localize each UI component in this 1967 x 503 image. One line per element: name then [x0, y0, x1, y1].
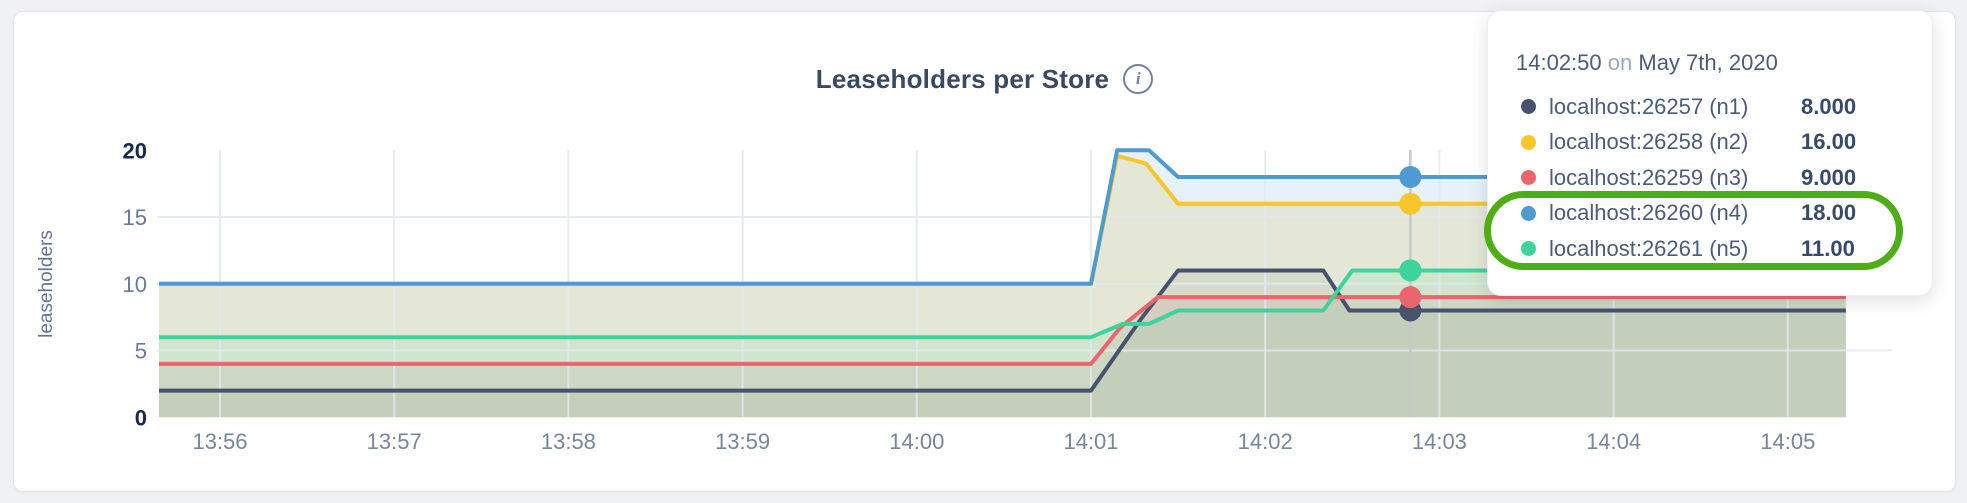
tooltip-series-value: 18.00 — [1801, 200, 1857, 226]
y-tick-label: 0 — [135, 405, 147, 430]
hover-dot-n2 — [1399, 192, 1422, 215]
series-dot-n4-icon — [1521, 205, 1536, 221]
tooltip-series-label: localhost:26257 (n1) — [1549, 93, 1749, 119]
series-area-n2 — [159, 155, 1846, 418]
tooltip-row-n3: localhost:26259 (n3) 9.000 — [1488, 160, 1932, 196]
tooltip-series-value: 16.00 — [1801, 129, 1857, 155]
x-tick-label: 14:03 — [1412, 429, 1467, 454]
chart-header: Leaseholders per Store i — [14, 63, 1955, 95]
hover-dot-n3 — [1399, 286, 1422, 309]
tooltip-series-label: localhost:26260 (n4) — [1549, 200, 1749, 226]
series-line-n3 — [159, 295, 1846, 366]
tooltip-series-label: localhost:26259 (n3) — [1549, 164, 1749, 190]
series-line-n1 — [159, 268, 1846, 393]
x-tick-label: 13:56 — [192, 429, 247, 454]
series-dot-n3-icon — [1521, 170, 1536, 186]
x-tick-label: 14:02 — [1238, 429, 1293, 454]
series-dot-n1-icon — [1521, 99, 1536, 115]
series-dot-n5-icon — [1521, 241, 1536, 257]
x-tick-label: 14:05 — [1760, 429, 1815, 454]
series-area-n5 — [159, 270, 1846, 418]
tooltip-series-value: 8.000 — [1801, 93, 1857, 119]
tooltip-conjunction: on — [1607, 50, 1633, 75]
tooltip-series-value: 11.00 — [1801, 235, 1855, 261]
series-area-n1 — [159, 270, 1846, 418]
tooltip-series-label: localhost:26261 (n5) — [1549, 235, 1749, 261]
x-tick-label: 14:04 — [1586, 429, 1641, 454]
tooltip-row-n4: localhost:26260 (n4) 18.00 — [1488, 196, 1932, 232]
y-tick-label: 15 — [123, 205, 147, 230]
tooltip-series-label: localhost:26258 (n2) — [1549, 129, 1749, 155]
series-line-n4 — [159, 148, 1846, 286]
tooltip-series-value: 9.000 — [1801, 164, 1857, 190]
y-tick-label: 20 — [123, 138, 147, 163]
hover-dot-n5 — [1399, 259, 1422, 282]
hover-dot-n4 — [1399, 166, 1422, 188]
tooltip-timestamp: 14:02:50 on May 7th, 2020 — [1488, 51, 1932, 89]
tooltip-date: May 7th, 2020 — [1638, 50, 1778, 75]
x-tick-label: 14:01 — [1063, 429, 1118, 454]
info-icon[interactable]: i — [1123, 64, 1154, 94]
tooltip-time: 14:02:50 — [1516, 50, 1602, 75]
tooltip-row-n1: localhost:26257 (n1) 8.000 — [1488, 89, 1932, 125]
y-axis-title: leaseholders — [36, 230, 57, 338]
tooltip-row-n5: localhost:26261 (n5) 11.00 — [1488, 231, 1932, 267]
series-area-n3 — [159, 297, 1846, 418]
x-tick-label: 13:57 — [367, 429, 422, 454]
chart-title: Leaseholders per Store — [815, 64, 1110, 94]
y-tick-label: 10 — [123, 272, 147, 297]
series-line-n5 — [159, 268, 1846, 340]
y-tick-label: 5 — [135, 339, 147, 364]
tooltip-row-n2: localhost:26258 (n2) 16.00 — [1488, 125, 1932, 161]
x-tick-label: 14:00 — [889, 429, 944, 454]
hover-tooltip: 14:02:50 on May 7th, 2020 localhost:2625… — [1487, 10, 1933, 296]
x-tick-label: 13:58 — [541, 429, 596, 454]
x-tick-label: 13:59 — [715, 429, 770, 454]
series-dot-n2-icon — [1521, 134, 1536, 150]
